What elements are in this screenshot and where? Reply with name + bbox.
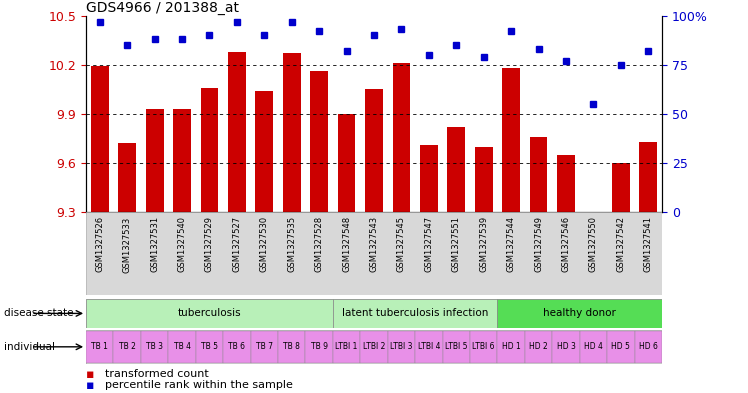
Bar [283, 53, 301, 212]
Bar [118, 143, 136, 212]
Bar [607, 331, 634, 363]
Bar [114, 331, 141, 363]
Bar [420, 145, 438, 212]
Text: tuberculosis: tuberculosis [177, 309, 242, 318]
Text: GSM1327542: GSM1327542 [616, 217, 625, 272]
Bar [415, 331, 443, 363]
Bar [146, 109, 164, 212]
Bar [333, 331, 361, 363]
Text: GSM1327527: GSM1327527 [233, 217, 242, 272]
Text: LTBI 3: LTBI 3 [390, 342, 413, 351]
Text: GSM1327550: GSM1327550 [589, 217, 598, 272]
Bar [580, 331, 607, 363]
Text: ▪: ▪ [86, 378, 94, 392]
Text: HD 5: HD 5 [611, 342, 631, 351]
Text: LTBI 5: LTBI 5 [445, 342, 468, 351]
Text: HD 6: HD 6 [639, 342, 657, 351]
Text: latent tuberculosis infection: latent tuberculosis infection [342, 309, 488, 318]
Text: LTBI 1: LTBI 1 [335, 342, 358, 351]
Bar [196, 331, 223, 363]
Text: TB 9: TB 9 [310, 342, 328, 351]
Text: HD 3: HD 3 [557, 342, 575, 351]
Bar [557, 155, 575, 212]
Text: HD 2: HD 2 [529, 342, 548, 351]
Bar [310, 72, 328, 212]
Bar [278, 331, 305, 363]
Text: GSM1327548: GSM1327548 [342, 217, 351, 272]
Bar [640, 142, 657, 212]
Bar [86, 299, 333, 328]
Text: LTBI 2: LTBI 2 [363, 342, 385, 351]
Bar [361, 331, 387, 363]
Text: GSM1327549: GSM1327549 [534, 217, 543, 272]
Text: GDS4966 / 201388_at: GDS4966 / 201388_at [86, 1, 239, 15]
Bar [497, 299, 662, 328]
Bar [530, 137, 548, 212]
Bar [251, 331, 278, 363]
Bar [470, 331, 497, 363]
Text: TB 6: TB 6 [228, 342, 245, 351]
Bar [141, 331, 168, 363]
Text: GSM1327535: GSM1327535 [287, 217, 296, 272]
Bar [525, 331, 552, 363]
Text: LTBI 4: LTBI 4 [417, 342, 440, 351]
Text: disease state: disease state [4, 309, 73, 318]
Text: HD 4: HD 4 [584, 342, 603, 351]
Text: TB 5: TB 5 [201, 342, 218, 351]
Bar [447, 127, 465, 212]
Bar [337, 114, 355, 212]
Text: transformed count: transformed count [105, 369, 209, 379]
Bar [475, 147, 493, 212]
Text: healthy donor: healthy donor [543, 309, 616, 318]
Bar [612, 163, 630, 212]
Bar [552, 331, 580, 363]
Text: GSM1327533: GSM1327533 [123, 217, 132, 273]
Text: GSM1327547: GSM1327547 [424, 217, 433, 272]
Text: HD 1: HD 1 [502, 342, 521, 351]
Text: TB 7: TB 7 [256, 342, 273, 351]
Bar [255, 91, 273, 212]
Text: GSM1327541: GSM1327541 [644, 217, 653, 272]
Bar [634, 331, 662, 363]
Text: GSM1327531: GSM1327531 [150, 217, 159, 272]
Text: GSM1327540: GSM1327540 [177, 217, 186, 272]
Bar [305, 331, 333, 363]
Text: TB 8: TB 8 [283, 342, 300, 351]
Text: TB 3: TB 3 [146, 342, 163, 351]
Text: LTBI 6: LTBI 6 [473, 342, 495, 351]
Text: GSM1327529: GSM1327529 [205, 217, 214, 272]
Bar [223, 331, 251, 363]
Text: TB 4: TB 4 [174, 342, 191, 351]
Bar [86, 331, 114, 363]
Bar [365, 90, 383, 212]
Bar [497, 331, 525, 363]
Text: GSM1327528: GSM1327528 [315, 217, 324, 272]
Text: GSM1327544: GSM1327544 [506, 217, 515, 272]
Text: ▪: ▪ [86, 367, 94, 381]
Bar [387, 331, 415, 363]
Text: individual: individual [4, 342, 55, 352]
Bar [168, 331, 196, 363]
Text: GSM1327543: GSM1327543 [370, 217, 378, 272]
Bar [173, 109, 191, 212]
Bar [443, 331, 470, 363]
Text: GSM1327526: GSM1327526 [95, 217, 104, 272]
Text: GSM1327545: GSM1327545 [397, 217, 406, 272]
Bar [91, 66, 108, 212]
Bar [333, 299, 497, 328]
Text: TB 2: TB 2 [119, 342, 135, 351]
Text: percentile rank within the sample: percentile rank within the sample [105, 380, 292, 390]
Text: GSM1327546: GSM1327546 [562, 217, 571, 272]
Text: GSM1327539: GSM1327539 [479, 217, 488, 272]
Text: GSM1327530: GSM1327530 [260, 217, 269, 272]
Bar [502, 68, 520, 212]
Text: TB 1: TB 1 [91, 342, 108, 351]
Bar [228, 52, 246, 212]
Bar [200, 88, 218, 212]
Bar [393, 63, 411, 212]
Text: GSM1327551: GSM1327551 [452, 217, 461, 272]
